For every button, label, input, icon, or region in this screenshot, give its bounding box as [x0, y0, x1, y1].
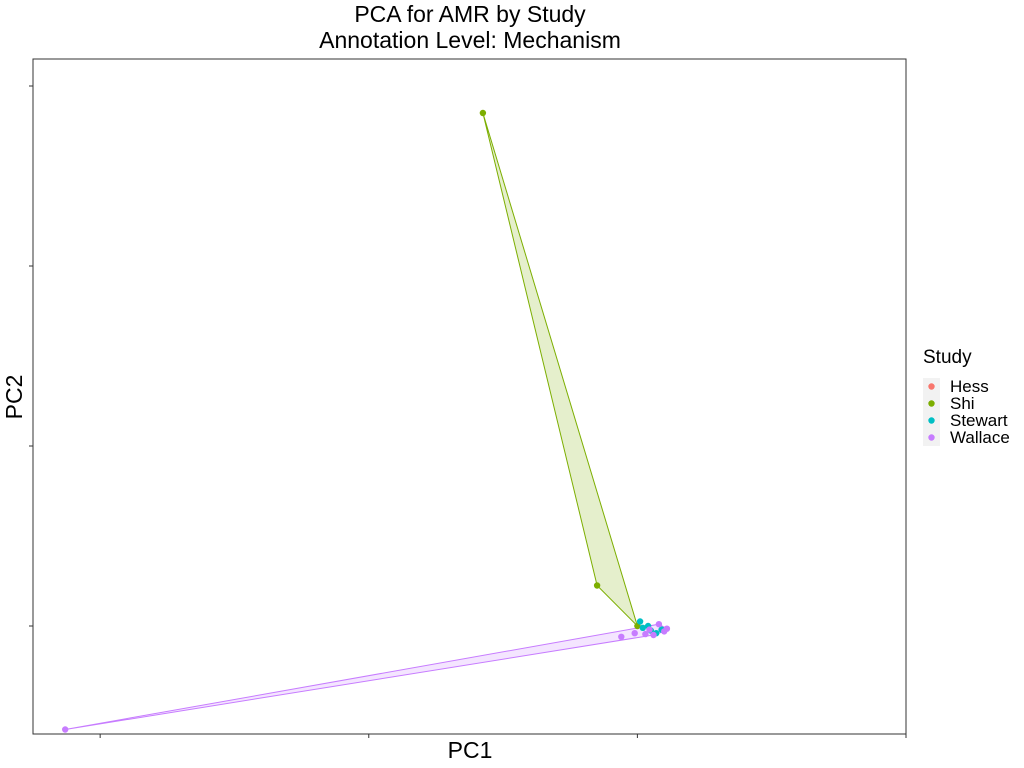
- legend-swatch-hess: [928, 383, 935, 390]
- point-wallace-3: [642, 630, 649, 638]
- hull-wallace: [65, 623, 668, 730]
- legend-item-shi: Shi: [923, 394, 975, 413]
- chart-subtitle: Annotation Level: Mechanism: [319, 27, 621, 53]
- y-axis-ticks: [29, 85, 33, 627]
- legend-label-wallace: Wallace: [950, 428, 1010, 447]
- legend-swatch-shi: [928, 400, 935, 407]
- point-wallace-2: [631, 630, 638, 637]
- point-stewart-0: [636, 618, 644, 625]
- legend-label-shi: Shi: [950, 394, 975, 413]
- legend-label-hess: Hess: [950, 377, 989, 396]
- y-axis-title: PC2: [1, 375, 27, 420]
- legend-item-hess: Hess: [923, 377, 989, 396]
- point-wallace-4: [650, 631, 657, 639]
- legend-item-wallace: Wallace: [923, 428, 1010, 447]
- legend-title: Study: [923, 347, 972, 368]
- point-wallace-5: [655, 621, 663, 628]
- point-shi-1: [593, 582, 601, 589]
- x-axis-title: PC1: [448, 737, 493, 763]
- x-axis-ticks: [99, 734, 907, 738]
- point-wallace-8: [646, 626, 653, 633]
- point-wallace-1: [618, 633, 625, 640]
- point-stewart-5: [639, 624, 646, 631]
- chart-title: PCA for AMR by Study: [354, 1, 586, 27]
- legend-label-stewart: Stewart: [950, 411, 1008, 430]
- legend-swatch-wallace: [928, 434, 935, 441]
- point-shi-0: [479, 109, 487, 117]
- point-wallace-0: [61, 726, 69, 733]
- point-wallace-7: [661, 628, 668, 635]
- legend-swatch-stewart: [928, 417, 935, 424]
- plot-panel: [32, 58, 907, 735]
- point-layer: [61, 109, 671, 733]
- hull-shi: [482, 112, 638, 627]
- legend-item-stewart: Stewart: [923, 411, 1008, 430]
- hull-layer: [65, 112, 668, 730]
